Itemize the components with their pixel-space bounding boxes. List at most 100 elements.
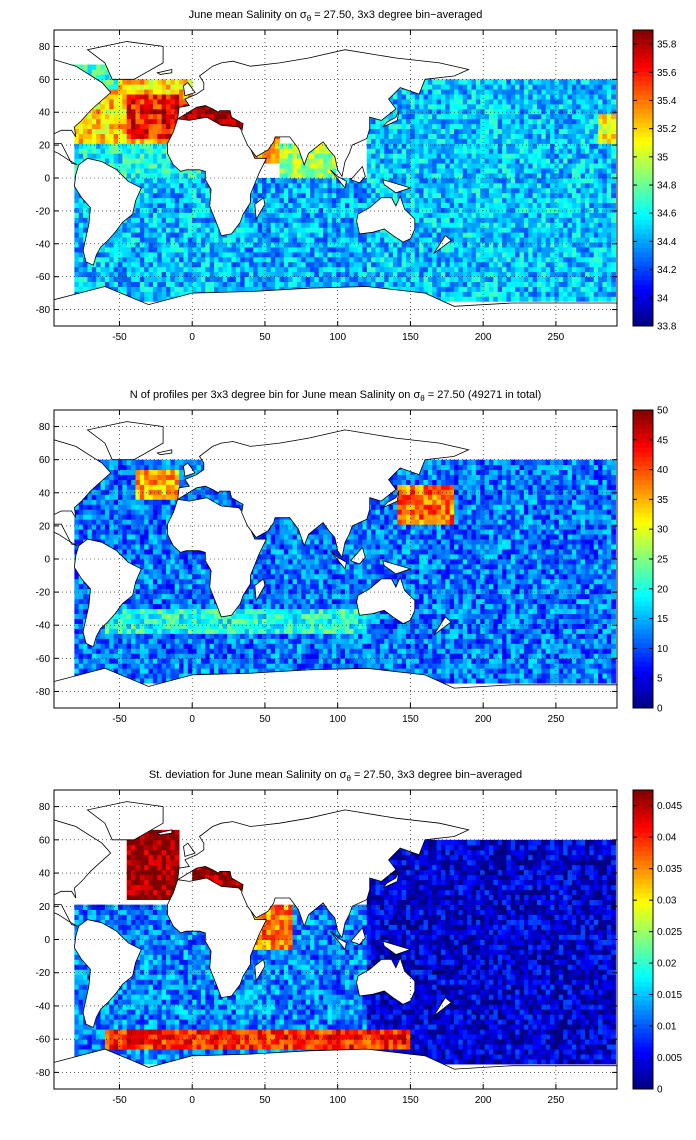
heatmap-cell: [536, 217, 542, 223]
heatmap-cell: [488, 187, 494, 194]
heatmap-cell: [502, 202, 507, 208]
heatmap-cell: [545, 99, 551, 105]
heatmap-cell: [480, 178, 486, 184]
heatmap-cell: [310, 276, 315, 282]
heatmap-cell: [493, 291, 499, 297]
heatmap-cell: [292, 237, 298, 243]
heatmap-cell: [104, 138, 110, 144]
heatmap-cell: [467, 143, 472, 149]
heatmap-cell: [471, 232, 477, 238]
heatmap-cell: [96, 64, 101, 70]
heatmap-cell: [545, 128, 551, 134]
heatmap-cell: [488, 128, 494, 134]
heatmap-cell: [484, 271, 490, 278]
heatmap-cell: [449, 286, 455, 292]
heatmap-cell: [488, 178, 494, 184]
heatmap-cell: [235, 266, 241, 273]
heatmap-cell: [366, 153, 372, 159]
heatmap-cell: [550, 296, 555, 302]
heatmap-cell: [327, 207, 333, 213]
heatmap-cell: [74, 227, 80, 233]
heatmap-cell: [598, 197, 603, 204]
heatmap-cell: [235, 227, 241, 233]
heatmap-cell: [144, 89, 149, 95]
heatmap-cell: [536, 247, 542, 253]
heatmap-cell: [205, 113, 211, 120]
heatmap-cell: [327, 217, 333, 223]
heatmap-cell: [388, 123, 394, 130]
heatmap-cell: [358, 271, 363, 278]
heatmap-cell: [157, 212, 163, 218]
heatmap-cell: [318, 271, 324, 278]
heatmap-cell: [240, 252, 245, 258]
heatmap-cell: [571, 173, 577, 179]
heatmap-cell: [576, 123, 582, 130]
heatmap-cell: [471, 182, 477, 189]
heatmap-cell: [467, 79, 472, 85]
heatmap-cell: [327, 153, 333, 159]
heatmap-cell: [139, 197, 145, 204]
heatmap-cell: [183, 222, 189, 228]
heatmap-cell: [462, 271, 468, 278]
heatmap-cell: [353, 256, 359, 263]
heatmap-cell: [126, 133, 132, 139]
heatmap-cell: [253, 286, 259, 292]
heatmap-cell: [205, 217, 211, 223]
heatmap-cell: [440, 158, 446, 164]
heatmap-cell: [310, 281, 315, 287]
heatmap-cell: [131, 291, 136, 297]
heatmap-cell: [279, 276, 285, 282]
heatmap-cell: [427, 222, 433, 228]
heatmap-cell: [523, 187, 529, 194]
heatmap-cell: [554, 178, 560, 184]
heatmap-cell: [558, 237, 564, 243]
heatmap-cell: [602, 123, 608, 130]
heatmap-cell: [358, 192, 363, 199]
heatmap-cell: [222, 108, 228, 115]
heatmap-cell: [488, 197, 494, 204]
heatmap-cell: [152, 192, 158, 199]
heatmap-cell: [580, 242, 586, 248]
heatmap-cell: [497, 222, 503, 228]
heatmap-cell: [606, 252, 612, 258]
heatmap-cell: [109, 123, 115, 130]
heatmap-cell: [91, 148, 97, 154]
heatmap-cell: [353, 192, 359, 199]
heatmap-cell: [536, 133, 542, 139]
heatmap-cell: [488, 207, 494, 213]
heatmap-cell: [371, 123, 376, 130]
heatmap-cell: [519, 242, 525, 248]
heatmap-cell: [414, 133, 420, 139]
heatmap-cell: [523, 158, 529, 164]
heatmap-cell: [484, 276, 490, 282]
heatmap-cell: [131, 104, 136, 110]
heatmap-cell: [187, 217, 193, 223]
heatmap-cell: [475, 148, 481, 154]
heatmap-cell: [558, 202, 564, 208]
heatmap-cell: [545, 291, 551, 297]
heatmap-cell: [135, 281, 141, 287]
heatmap-cell: [462, 143, 468, 149]
heatmap-cell: [414, 242, 420, 248]
heatmap-cell: [510, 296, 516, 302]
heatmap-cell: [580, 202, 586, 208]
heatmap-cell: [541, 118, 547, 125]
heatmap-cell: [580, 212, 586, 218]
heatmap-cell: [148, 163, 154, 169]
heatmap-cell: [161, 104, 167, 110]
heatmap-cell: [584, 128, 590, 134]
heatmap-cell: [467, 237, 472, 243]
heatmap-cell: [144, 182, 149, 189]
heatmap-cell: [318, 276, 324, 282]
heatmap-cell: [200, 256, 206, 263]
heatmap-cell: [397, 256, 403, 263]
heatmap-cell: [331, 212, 337, 218]
heatmap-cell: [401, 123, 407, 130]
heatmap-cell: [541, 192, 547, 199]
heatmap-cell: [584, 178, 590, 184]
heatmap-cell: [554, 108, 560, 115]
heatmap-cell: [545, 123, 551, 130]
heatmap-cell: [545, 173, 551, 179]
heatmap-cell: [606, 261, 612, 268]
heatmap-cell: [480, 123, 486, 130]
